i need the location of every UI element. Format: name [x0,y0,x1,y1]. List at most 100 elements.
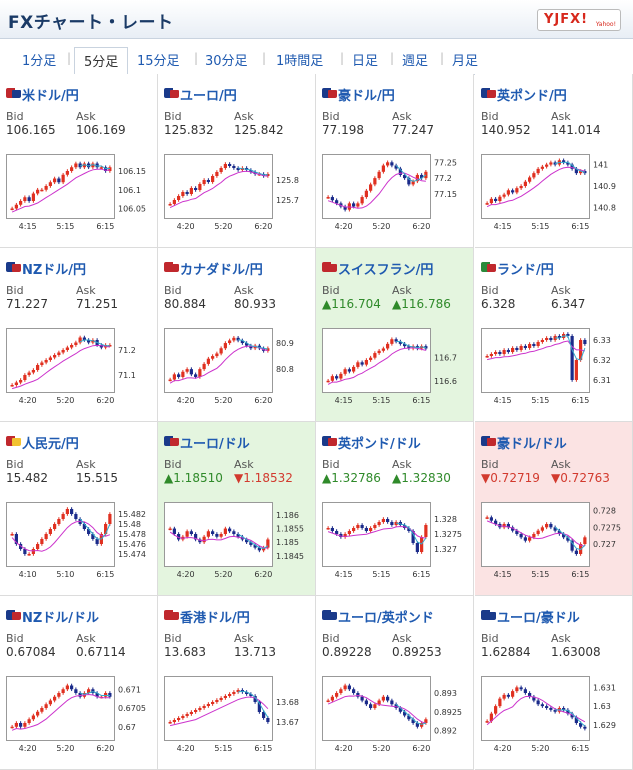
yjfx-logo[interactable]: YJFX! Yahoo! [537,9,621,31]
pair-name-link[interactable]: 豪ドル/ドル [497,437,567,452]
mini-candlestick-chart[interactable]: 1.328 1.3275 1.327 4:15 5:15 6:15 [322,502,468,588]
x-tick-label: 4:20 [494,744,512,753]
plot-area [481,502,590,567]
currency-flag-icon [481,610,496,620]
candle-body [540,527,544,531]
mini-candlestick-chart[interactable]: 6.33 6.32 6.31 4:15 5:15 6:15 [481,328,627,414]
y-tick-label: 15.476 [118,540,146,549]
mini-candlestick-chart[interactable]: 125.8 125.7 4:20 5:20 6:20 [164,154,310,240]
mini-candlestick-chart[interactable]: 106.15 106.1 106.05 4:15 5:15 6:15 [6,154,152,240]
candle-body [36,365,40,370]
y-tick-label: 0.8925 [434,708,462,717]
candle-body [19,380,23,383]
mini-candlestick-chart[interactable]: 80.9 80.8 4:20 5:20 6:20 [164,328,310,414]
rate-panel[interactable]: 英ポンド/円 Bid Ask 140.952 141.014 141 140.9 140.8 4… [475,74,633,248]
x-tick-label: 5:15 [531,222,549,231]
pair-name-link[interactable]: ユーロ/円 [180,89,237,104]
mini-candlestick-chart[interactable]: 141 140.9 140.8 4:15 5:15 6:15 [481,154,627,240]
rate-panel[interactable]: NZドル/円 Bid Ask 71.227 71.251 71.2 71.1 4:20 5:20… [0,248,158,422]
rate-panel[interactable]: 人民元/円 Bid Ask 15.482 15.515 15.482 15.48 15.478… [0,422,158,596]
rate-panel[interactable]: ユーロ/ドル Bid Ask ▲1.18510 ▼1.18532 1.186 1.1855 1… [158,422,316,596]
tab-1min[interactable]: 1分足 [22,54,57,69]
pair-name-link[interactable]: ユーロ/豪ドル [497,611,580,626]
pair-name-link[interactable]: 米ドル/円 [22,89,79,104]
tab-1hour[interactable]: 1時間足 [276,54,324,69]
candle-body [36,544,40,549]
rate-panel[interactable]: 米ドル/円 Bid Ask 106.165 106.169 106.15 106.1 106.… [0,74,158,248]
mini-candlestick-chart[interactable]: 77.25 77.2 77.15 4:20 5:20 6:20 [322,154,468,240]
ask-label: Ask [234,284,254,297]
candle-body [511,348,515,352]
ask-value: ▲116.786 [392,297,451,311]
mini-candlestick-chart[interactable]: 1.186 1.1855 1.185 1.1845 4:20 5:20 6:20 [164,502,310,588]
candle-body [91,163,95,168]
candle-body [390,162,394,166]
rate-panel[interactable]: ユーロ/英ポンド Bid Ask 0.89228 0.89253 0.893 0.8925 0… [316,596,474,770]
candle-body [373,178,377,185]
pair-name-link[interactable]: 英ポンド/ドル [338,437,421,452]
pair-name-link[interactable]: 英ポンド/円 [497,89,567,104]
candle-body [232,337,236,341]
ask-arrow: ▲ [392,471,402,485]
candle-body [532,344,536,346]
pair-name-link[interactable]: カナダドル/円 [180,263,263,278]
x-tick-label: 4:15 [335,396,353,405]
pair-name-link[interactable]: ランド/円 [497,263,554,278]
candle-body [31,549,35,554]
signal-line [79,518,111,540]
mini-candlestick-chart[interactable]: 71.2 71.1 4:20 5:20 6:20 [6,328,152,414]
pair-name-link[interactable]: ユーロ/ドル [180,437,250,452]
candle-body [104,167,108,171]
tab-weekly[interactable]: 週足 [402,54,429,69]
pair-name-link[interactable]: 人民元/円 [22,437,79,452]
rate-panel[interactable]: ユーロ/豪ドル Bid Ask 1.62884 1.63008 1.631 1.63 1.62… [475,596,633,770]
mini-candlestick-chart[interactable]: 0.893 0.8925 0.892 4:20 5:20 6:20 [322,676,468,762]
rate-panel[interactable]: NZドル/ドル Bid Ask 0.67084 0.67114 0.671 0.6705 0.… [0,596,158,770]
candle-body [44,704,48,708]
tab-15min[interactable]: 15分足 [137,54,180,69]
x-tick-label: 5:20 [214,396,232,405]
mini-candlestick-chart[interactable]: 0.671 0.6705 0.67 4:20 5:20 6:20 [6,676,152,762]
candle-body [415,723,419,727]
candle-body [511,190,515,193]
candle-body [257,547,261,551]
candle-body [566,709,570,714]
mini-candlestick-chart[interactable]: 13.68 13.67 4:20 5:15 6:15 [164,676,310,762]
timeframe-tabs: 1分足 | 5分足 15分足 | 30分足 | 1時間足 | 日足 | 週足 |… [0,38,633,77]
currency-flag-icon [481,88,496,98]
tab-30min[interactable]: 30分足 [205,54,248,69]
candle-body [398,168,402,175]
pair-name-link[interactable]: スイスフラン/円 [338,263,434,278]
tab-monthly[interactable]: 月足 [452,54,479,69]
currency-flag-icon [164,436,179,446]
tab-daily[interactable]: 日足 [352,54,379,69]
x-tick-label: 5:15 [56,222,74,231]
rate-panel[interactable]: カナダドル/円 Bid Ask 80.884 80.933 80.9 80.8 4:20 5:2… [158,248,316,422]
moving-average-line [11,344,111,390]
pair-name-link[interactable]: NZドル/円 [22,263,87,278]
rate-panel[interactable]: 豪ドル/ドル Bid Ask ▼0.72719 ▼0.72763 0.728 0.7275 0… [475,422,633,596]
mini-candlestick-chart[interactable]: 15.482 15.48 15.478 15.476 15.474 4:10 5:10 6:1… [6,502,152,588]
y-tick-label: 15.48 [118,520,141,529]
y-tick-label: 71.2 [118,346,136,355]
tab-5min[interactable]: 5分足 [74,47,129,77]
rate-panel[interactable]: スイスフラン/円 Bid Ask ▲116.704 ▲116.786 116.7 116.6… [316,248,474,422]
mini-candlestick-chart[interactable]: 116.7 116.6 4:15 5:15 6:15 [322,328,468,414]
pair-name-link[interactable]: 香港ドル/円 [180,611,250,626]
rate-panel[interactable]: ランド/円 Bid Ask 6.328 6.347 6.33 6.32 6.31 4:15 5:1… [475,248,633,422]
pair-name-link[interactable]: NZドル/ドル [22,611,100,626]
rate-panel[interactable]: 英ポンド/ドル Bid Ask ▲1.32786 ▲1.32830 1.328 1.3275… [316,422,474,596]
candle-body [381,519,385,522]
rate-panel[interactable]: ユーロ/円 Bid Ask 125.832 125.842 125.8 125.7 4:20 5… [158,74,316,248]
mini-candlestick-chart[interactable]: 1.631 1.63 1.629 4:20 5:20 6:15 [481,676,627,762]
rate-panel[interactable]: 豪ドル/円 Bid Ask 77.198 77.247 77.25 77.2 77.15 4:2… [316,74,474,248]
candle-body [211,531,215,534]
mini-candlestick-chart[interactable]: 0.728 0.7275 0.727 4:15 5:15 6:15 [481,502,627,588]
candle-body [31,370,35,373]
rate-panel[interactable]: 香港ドル/円 Bid Ask 13.683 13.713 13.68 13.67 4:20 5:… [158,596,316,770]
candle-body [381,348,385,351]
candle-body [330,376,334,381]
pair-name-link[interactable]: 豪ドル/円 [338,89,395,104]
pair-name-link[interactable]: ユーロ/英ポンド [338,611,434,626]
candle-body [415,543,419,552]
